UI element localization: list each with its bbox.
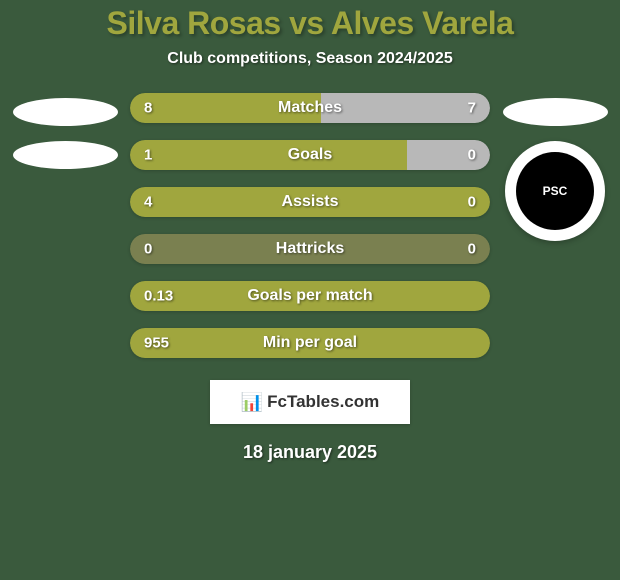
comparison-area: 8 Matches 7 1 Goals 0 4 Assists 0 0 Hattricks 0 0.13…	[10, 93, 610, 358]
bar-label: Min per goal	[263, 334, 357, 352]
stat-bar-matches: 8 Matches 7	[130, 93, 490, 123]
bar-value-left: 4	[144, 194, 152, 211]
bar-value-left: 8	[144, 100, 152, 117]
bar-fill-right	[407, 140, 490, 170]
left-ellipse-1	[13, 98, 118, 126]
stat-bar-assists: 4 Assists 0	[130, 187, 490, 217]
bar-value-right: 0	[468, 194, 476, 211]
stat-bars: 8 Matches 7 1 Goals 0 4 Assists 0 0 Hattricks 0 0.13…	[130, 93, 490, 358]
left-player-badges	[10, 93, 120, 169]
bar-value-left: 0	[144, 241, 152, 258]
bar-label: Assists	[282, 193, 339, 211]
bar-label: Matches	[278, 99, 342, 117]
date-label: 18 january 2025	[10, 442, 610, 463]
bar-label: Goals per match	[247, 287, 372, 305]
page-subtitle: Club competitions, Season 2024/2025	[10, 50, 610, 68]
left-ellipse-2	[13, 141, 118, 169]
bar-value-left: 1	[144, 147, 152, 164]
bar-fill-right	[321, 93, 490, 123]
bar-value-right: 0	[468, 241, 476, 258]
right-ellipse-1	[503, 98, 608, 126]
stat-bar-hattricks: 0 Hattricks 0	[130, 234, 490, 264]
main-container: Silva Rosas vs Alves Varela Club competi…	[0, 0, 620, 580]
chart-icon: 📊	[241, 392, 263, 413]
source-logo: 📊 FcTables.com	[210, 380, 410, 424]
stat-bar-goals: 1 Goals 0	[130, 140, 490, 170]
bar-value-left: 955	[144, 335, 169, 352]
bar-fill-left	[130, 140, 407, 170]
bar-value-right: 0	[468, 147, 476, 164]
page-title: Silva Rosas vs Alves Varela	[10, 5, 610, 42]
source-logo-text: FcTables.com	[267, 392, 379, 412]
bar-value-right: 7	[468, 100, 476, 117]
bar-label: Hattricks	[276, 240, 344, 258]
bar-value-left: 0.13	[144, 288, 173, 305]
bar-label: Goals	[288, 146, 332, 164]
club-badge-label: PSC	[516, 152, 594, 230]
stat-bar-goals-per-match: 0.13 Goals per match	[130, 281, 490, 311]
right-club-badge: PSC	[505, 141, 605, 241]
stat-bar-min-per-goal: 955 Min per goal	[130, 328, 490, 358]
right-player-badges: PSC	[500, 93, 610, 241]
